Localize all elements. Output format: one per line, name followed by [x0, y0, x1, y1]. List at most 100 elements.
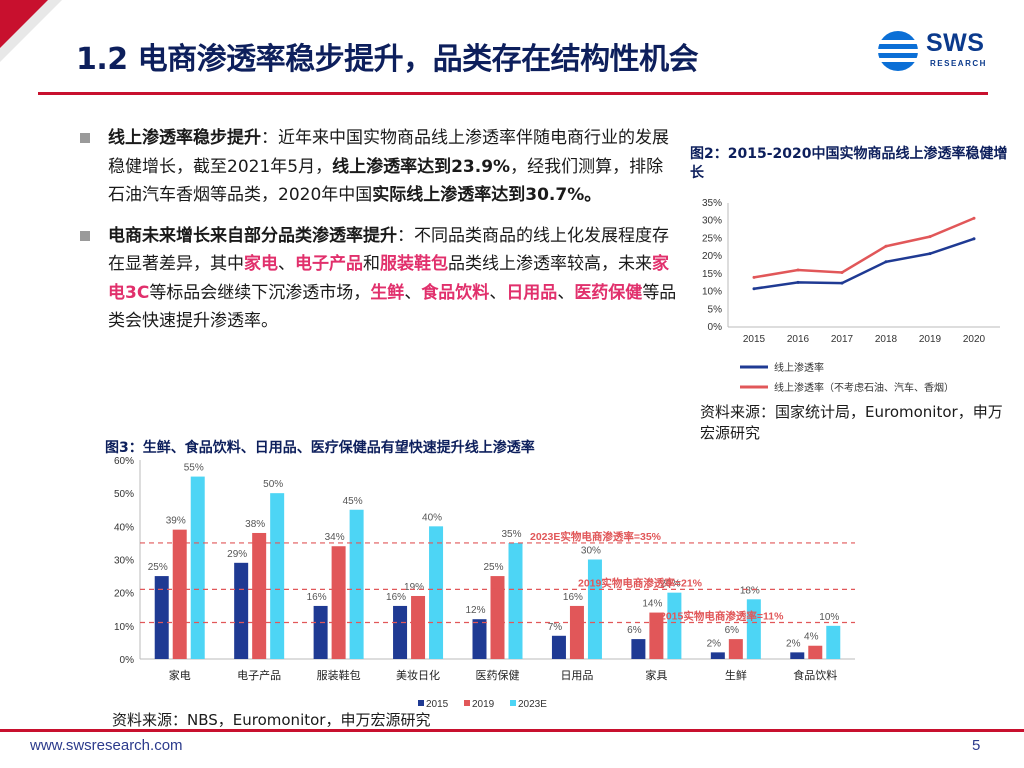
bullet-item-2: 电商未来增长来自部分品类渗透率提升：不同品类商品的线上化发展程度存在显著差异，其…: [80, 222, 680, 336]
bullet-part: 生鲜: [370, 282, 405, 303]
legend-swatch: [418, 700, 424, 706]
x-tick-label: 2020: [963, 334, 986, 345]
x-tick-label: 2015: [743, 334, 766, 345]
bar-2023E: [587, 559, 602, 659]
bullet-part: 食品饮料: [421, 282, 490, 303]
data-label: 12%: [465, 605, 485, 616]
fig2-source: 资料来源：国家统计局，Euromonitor，申万宏源研究: [700, 403, 1003, 442]
data-point: [840, 270, 844, 274]
category-label: 食品饮料: [793, 668, 837, 682]
data-label: 19%: [404, 582, 424, 593]
bullet-lead: 电商未来增长来自部分品类渗透率提升: [108, 225, 397, 246]
bar-2019: [172, 529, 187, 659]
bar-2015: [472, 619, 487, 659]
bullet-part: 日用品: [506, 282, 558, 303]
data-label: 25%: [483, 562, 503, 573]
x-tick-label: 2019: [919, 334, 942, 345]
legend-label: 2019: [472, 699, 495, 710]
bar-2019: [649, 612, 664, 659]
y-tick-label: 10%: [114, 622, 134, 633]
bar-2015: [631, 639, 646, 659]
bullet-part: 家电3C: [108, 254, 669, 303]
x-tick-label: 2016: [787, 334, 810, 345]
bar-2015: [790, 652, 805, 659]
bullet-part: 等标品会继续下沉渗透市场，: [149, 282, 371, 303]
category-label: 日用品: [560, 669, 593, 682]
y-tick-label: 20%: [114, 589, 134, 600]
legend-swatch: [510, 700, 516, 706]
category-label: 服装鞋包: [317, 668, 361, 682]
bullet-item-1: 线上渗透率稳步提升：近年来中国实物商品线上渗透率伴随电商行业的发展稳健增长，截至…: [80, 124, 680, 210]
data-label: 18%: [740, 585, 760, 596]
bullet-part: 实际线上渗透率达到30.7%。: [372, 185, 602, 205]
data-point: [796, 280, 800, 284]
data-point: [972, 216, 976, 220]
y-tick-label: 20%: [702, 251, 722, 262]
data-label: 16%: [307, 592, 327, 603]
data-point: [884, 260, 888, 264]
data-point: [752, 275, 756, 279]
data-label: 20%: [660, 579, 680, 590]
bar-2015: [393, 605, 408, 659]
data-label: 40%: [422, 512, 442, 523]
y-tick-label: 60%: [114, 456, 134, 467]
bullet-part: ：近年来中国实物商品线上渗透率伴随电商行业的发展稳健增长，截至2021年5月，: [108, 128, 669, 177]
data-point: [796, 268, 800, 272]
footer-url[interactable]: www.swsresearch.com: [30, 737, 183, 754]
data-label: 25%: [148, 562, 168, 573]
bar-chart: 0% 10% 20% 30% 40% 50% 60% 25% 39% 55% 家电 29% 38% 50%…: [114, 456, 855, 710]
data-label: 34%: [325, 532, 345, 543]
footer-divider: [0, 729, 1024, 732]
bullet-part: 家电: [244, 254, 278, 274]
legend-label: 线上渗透率（不考虑石油、汽车、香烟）: [774, 381, 954, 394]
data-point: [928, 252, 932, 256]
bar-2019: [252, 532, 267, 659]
category-label: 医药保健: [476, 668, 520, 682]
bullet-lead: 线上渗透率稳步提升: [108, 128, 261, 148]
y-tick-label: 50%: [114, 489, 134, 500]
bullet-part: 线上渗透率达到23.9%: [332, 156, 511, 177]
x-tick-label: 2018: [875, 334, 898, 345]
bar-2023E: [270, 493, 285, 659]
y-tick-label: 0%: [120, 655, 135, 666]
fig2-title: 图2：2015-2020中国实物商品线上渗透率稳健增长: [690, 146, 1008, 181]
y-tick-label: 25%: [702, 233, 722, 244]
data-label: 45%: [343, 496, 363, 507]
bullet-part: 电子产品: [295, 254, 363, 274]
logo-text: SWS: [926, 29, 985, 57]
reference-label: 2023E实物电商渗透率=35%: [530, 530, 662, 543]
data-point: [884, 244, 888, 248]
data-label: 6%: [627, 625, 642, 636]
y-tick-label: 15%: [702, 269, 722, 280]
title-divider: [38, 92, 988, 95]
data-label: 4%: [804, 632, 819, 643]
legend-swatch: [464, 700, 470, 706]
fig3-title: 图3：生鲜、食品饮料、日用品、医疗保健品有望快速提升线上渗透率: [105, 440, 535, 456]
bar-2023E: [667, 592, 682, 659]
data-label: 35%: [501, 529, 521, 540]
bullet-part: 服装鞋包: [380, 254, 448, 274]
bar-2023E: [349, 509, 364, 659]
bullet-part: 、: [404, 282, 422, 303]
data-label: 2%: [707, 638, 722, 649]
bullet-part: 、: [278, 254, 295, 274]
legend-label: 2015: [426, 699, 449, 710]
legend-label: 2023E: [518, 699, 547, 710]
bullet-square-icon: [80, 133, 90, 143]
bar-2023E: [190, 476, 205, 659]
category-label: 美妆日化: [396, 668, 440, 682]
category-label: 生鲜: [725, 668, 747, 682]
bullet-part: 等品类会快速提升渗透率。: [108, 282, 677, 332]
y-tick-label: 0%: [708, 322, 723, 333]
bar-2019: [569, 605, 584, 659]
y-tick-label: 5%: [708, 304, 723, 315]
bar-2019: [331, 546, 346, 659]
bullet-square-icon: [80, 230, 90, 241]
category-label: 家具: [645, 668, 667, 682]
y-tick-label: 40%: [114, 522, 134, 533]
bar-2015: [551, 635, 566, 659]
data-label: 55%: [184, 463, 204, 474]
x-tick-label: 2017: [831, 334, 854, 345]
bar-2015: [313, 605, 328, 659]
category-label: 电子产品: [237, 668, 281, 682]
